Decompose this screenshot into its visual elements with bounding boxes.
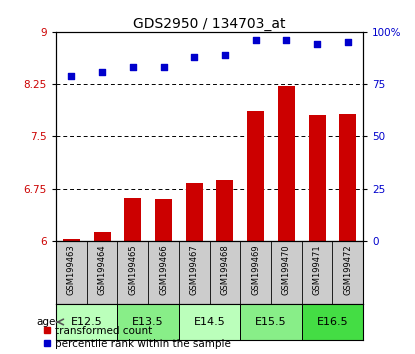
Bar — [240, 304, 302, 340]
Text: age: age — [37, 317, 56, 327]
Bar — [247, 111, 264, 241]
Text: E15.5: E15.5 — [255, 317, 287, 327]
Point — [160, 64, 167, 70]
Bar — [117, 304, 179, 340]
Point — [344, 40, 351, 45]
Bar — [278, 86, 295, 241]
Point — [283, 38, 290, 43]
Text: GSM199472: GSM199472 — [343, 244, 352, 295]
Text: GSM199470: GSM199470 — [282, 244, 291, 295]
Point — [129, 64, 136, 70]
Bar — [309, 115, 325, 241]
Bar — [179, 304, 240, 340]
Bar — [186, 183, 203, 241]
Text: GSM199468: GSM199468 — [220, 244, 229, 295]
Text: GSM199464: GSM199464 — [98, 244, 107, 295]
Text: GSM199463: GSM199463 — [67, 244, 76, 295]
Point — [222, 52, 228, 58]
Text: GSM199469: GSM199469 — [251, 244, 260, 295]
Bar — [124, 198, 141, 241]
Point — [68, 73, 75, 79]
Text: E16.5: E16.5 — [317, 317, 348, 327]
Text: GSM199467: GSM199467 — [190, 244, 199, 295]
Text: GSM199471: GSM199471 — [312, 244, 322, 295]
Text: E13.5: E13.5 — [132, 317, 164, 327]
Point — [252, 38, 259, 43]
Bar — [56, 304, 117, 340]
Bar — [302, 304, 363, 340]
Title: GDS2950 / 134703_at: GDS2950 / 134703_at — [133, 17, 286, 31]
Bar — [339, 114, 356, 241]
Bar — [217, 179, 233, 241]
Bar — [155, 199, 172, 241]
Point — [314, 41, 320, 47]
Point — [99, 69, 105, 74]
Text: E14.5: E14.5 — [194, 317, 225, 327]
Bar — [94, 233, 110, 241]
Text: E12.5: E12.5 — [71, 317, 103, 327]
Point — [191, 54, 198, 60]
Legend: transformed count, percentile rank within the sample: transformed count, percentile rank withi… — [43, 326, 231, 349]
Text: GSM199466: GSM199466 — [159, 244, 168, 295]
Text: GSM199465: GSM199465 — [128, 244, 137, 295]
Bar — [63, 239, 80, 241]
